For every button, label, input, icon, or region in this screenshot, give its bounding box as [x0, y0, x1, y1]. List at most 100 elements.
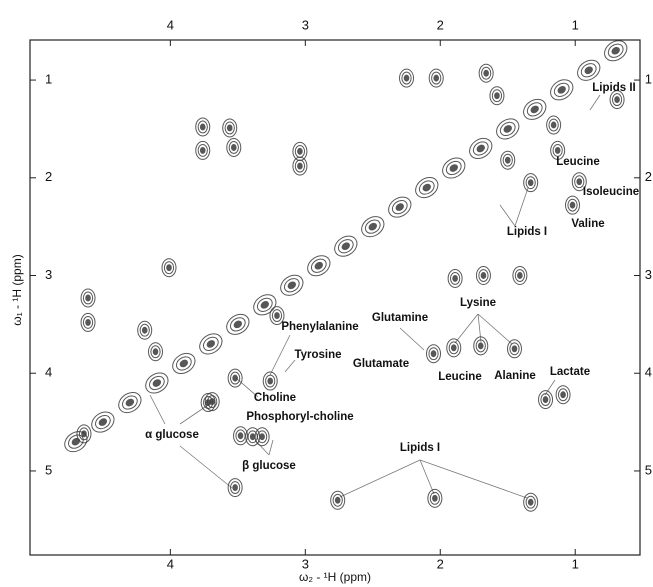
annotations: Lipids II Leucine Isoleucine Lipids I Va… — [145, 82, 639, 472]
peak-contour — [395, 202, 405, 211]
peak-contour — [233, 485, 238, 491]
peak-contour — [298, 163, 303, 169]
peak-contour — [335, 497, 340, 503]
annotation: Valine — [571, 218, 604, 230]
peak-contour — [71, 437, 81, 446]
peak-contour — [557, 85, 567, 94]
x-tick-label: 2 — [437, 556, 444, 571]
peak-contour — [275, 313, 280, 319]
peak-contour — [434, 75, 439, 81]
y-tick-label: 5 — [45, 462, 52, 477]
y-tick-label: 2 — [45, 169, 52, 184]
y-tick-label: 1 — [645, 72, 652, 87]
chart: Lipids II Leucine Isoleucine Lipids I Va… — [0, 0, 653, 587]
x-tick-label: 1 — [572, 17, 579, 32]
x-tick-label: 2 — [437, 17, 444, 32]
peak-contour — [518, 273, 523, 279]
peak-contour — [167, 265, 172, 271]
x-axis-label: ω₂ - ¹H (ppm) — [299, 570, 371, 584]
leader-lines — [150, 95, 600, 498]
annotation: Phosphoryl-choline — [246, 411, 353, 423]
peak-contour — [561, 392, 566, 398]
peak-contour — [451, 345, 456, 351]
peak-contour — [528, 180, 533, 186]
annotation: Lipids II — [592, 82, 635, 94]
annotation: Alanine — [494, 370, 536, 382]
annotation: Leucine — [438, 371, 481, 383]
annotation: α glucose — [145, 429, 199, 441]
peak-contour — [570, 202, 575, 208]
y-tick-label: 2 — [645, 169, 652, 184]
peak-contour — [503, 124, 513, 133]
peak-contour — [449, 163, 459, 172]
x-tick-label: 1 — [572, 556, 579, 571]
annotation: Tyrosine — [294, 349, 341, 361]
peak-contour — [152, 378, 162, 387]
peak-contour — [422, 183, 432, 192]
peak-contour — [495, 93, 500, 99]
annotation: Glutamate — [353, 358, 409, 370]
peak-contour — [528, 499, 533, 505]
annotation: Lipids I — [400, 442, 440, 454]
peak-contour — [341, 242, 351, 251]
y-tick-label: 5 — [645, 462, 652, 477]
peak-contour — [481, 273, 486, 279]
y-tick-label: 4 — [645, 365, 652, 380]
y-axis-label: ω₁ - ¹H (ppm) — [10, 254, 24, 325]
peak-contour — [231, 145, 236, 151]
peak-contour — [86, 295, 91, 301]
peak-contour — [484, 70, 489, 76]
peak-contour — [551, 122, 556, 128]
peak-contour — [431, 351, 436, 357]
peak-contour — [433, 495, 438, 501]
y-tick-label: 3 — [45, 267, 52, 282]
peak-contour — [206, 339, 216, 348]
peak-contour — [233, 320, 243, 329]
peak-contour — [233, 375, 238, 381]
peak-contour — [153, 349, 158, 355]
plot-frame — [30, 40, 640, 555]
peak-contour — [142, 327, 147, 333]
peak-contour — [227, 125, 232, 131]
peak-contour — [250, 434, 255, 440]
annotation: Lipids I — [507, 226, 547, 238]
peak-contour — [584, 66, 594, 75]
annotation: Leucine — [556, 156, 599, 168]
peak-contour — [611, 46, 621, 55]
peak-contour — [615, 97, 620, 103]
peak-contour — [530, 105, 540, 114]
peak-contour — [314, 261, 324, 270]
peak-contour — [260, 434, 265, 440]
peak-contour — [577, 179, 582, 185]
annotation: Isoleucine — [583, 186, 639, 198]
peak-contour — [298, 148, 303, 154]
peak-contour — [368, 222, 378, 231]
peak-contour — [404, 75, 409, 81]
x-tick-label: 4 — [167, 556, 174, 571]
peak-contour — [200, 147, 205, 153]
x-tick-label: 3 — [302, 17, 309, 32]
y-tick-label: 1 — [45, 72, 52, 87]
peak-contour — [543, 397, 548, 403]
peak-contour — [260, 300, 270, 309]
peak-contour — [555, 147, 560, 153]
y-tick-label: 3 — [645, 267, 652, 282]
peak-contour — [200, 124, 205, 130]
annotation: Choline — [254, 392, 296, 404]
y-tick-label: 4 — [45, 365, 52, 380]
peak-contour — [98, 417, 108, 426]
annotation: Lactate — [550, 366, 590, 378]
annotation: β glucose — [242, 460, 296, 472]
x-tick-label: 3 — [302, 556, 309, 571]
x-tick-label: 4 — [167, 17, 174, 32]
annotation: Lysine — [460, 297, 496, 309]
peak-contour — [238, 433, 243, 439]
peak-contour — [478, 343, 483, 349]
annotation: Phenylalanine — [281, 321, 358, 333]
peak-contour — [179, 359, 189, 368]
peak-contour — [206, 400, 211, 406]
peak-contour — [268, 378, 273, 384]
peak-contour — [125, 398, 135, 407]
peak-contour — [453, 275, 458, 281]
annotation: Glutamine — [372, 312, 428, 324]
